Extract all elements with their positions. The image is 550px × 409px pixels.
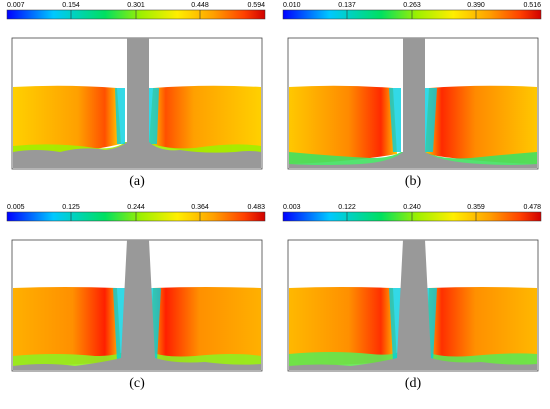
colorbar-tick-label: 0.137 — [338, 2, 356, 9]
fluid-region-left — [289, 85, 397, 164]
colorbar-tick-label: 0.516 — [523, 2, 541, 9]
colorbar-tick-label: 0.007 — [7, 2, 25, 9]
colorbar: 0.010 0.137 0.263 0.390 0.516 — [281, 2, 545, 22]
panel-label: (b) — [404, 174, 422, 189]
colorbar-tick-label: 0.125 — [62, 204, 80, 211]
colorbar-tick-label: 0.594 — [247, 2, 265, 9]
fluid-region-left — [13, 85, 121, 160]
shaft-edge-left — [115, 88, 125, 144]
fluid-region-right — [149, 85, 261, 160]
fluid-region-right — [425, 287, 537, 368]
colorbar-gradient — [282, 211, 542, 222]
colorbar-tick-label: 0.154 — [62, 2, 80, 9]
colorbar-tick-label: 0.005 — [7, 204, 25, 211]
panel-b: 0.010 0.137 0.263 0.390 0.516 (b) — [281, 2, 545, 192]
contour-plot — [287, 239, 539, 372]
panel-label: (a) — [129, 174, 145, 189]
shaft-edge-left — [389, 88, 401, 152]
colorbar-tick-label: 0.448 — [191, 2, 209, 9]
colorbar: 0.007 0.154 0.301 0.448 0.594 — [5, 2, 269, 22]
shaft-edge-right — [149, 88, 159, 144]
fluid-region-left — [13, 287, 121, 368]
shaft-edge-right — [425, 88, 437, 152]
panel-label: (c) — [129, 376, 145, 391]
fluid-region-right — [425, 85, 537, 164]
colorbar: 0.003 0.122 0.240 0.359 0.478 — [281, 204, 545, 224]
contour-plot — [11, 239, 263, 372]
panel-c: 0.005 0.125 0.244 0.364 0.483 (c) — [5, 204, 269, 394]
contour-plot — [287, 37, 539, 170]
shaft-and-bed — [289, 240, 537, 370]
colorbar-tick-label: 0.244 — [127, 204, 145, 211]
fluid-region-left — [289, 287, 397, 368]
colorbar-tick-label: 0.359 — [467, 204, 485, 211]
colorbar-tick-label: 0.483 — [247, 204, 265, 211]
shaft-and-bed — [289, 38, 537, 168]
colorbar-tick-label: 0.390 — [467, 2, 485, 9]
colorbar-tick-label: 0.301 — [127, 2, 145, 9]
colorbar-tick-label: 0.240 — [403, 204, 421, 211]
fluid-region-right — [149, 287, 261, 368]
colorbar-tick-label: 0.478 — [523, 204, 541, 211]
colorbar: 0.005 0.125 0.244 0.364 0.483 — [5, 204, 269, 224]
shaft-and-bed — [13, 38, 261, 168]
contour-plot — [11, 37, 263, 170]
shaft-and-bed — [13, 240, 261, 370]
panel-d: 0.003 0.122 0.240 0.359 0.478 (d) — [281, 204, 545, 394]
colorbar-tick-label: 0.003 — [283, 204, 301, 211]
colorbar-tick-label: 0.010 — [283, 2, 301, 9]
panel-label: (d) — [404, 376, 422, 391]
colorbar-gradient — [6, 9, 266, 20]
colorbar-tick-label: 0.364 — [191, 204, 209, 211]
panel-a: 0.007 0.154 0.301 0.448 0.594 (a) — [5, 2, 269, 192]
colorbar-gradient — [282, 9, 542, 20]
colorbar-gradient — [6, 211, 266, 222]
colorbar-tick-label: 0.263 — [403, 2, 421, 9]
colorbar-tick-label: 0.122 — [338, 204, 356, 211]
